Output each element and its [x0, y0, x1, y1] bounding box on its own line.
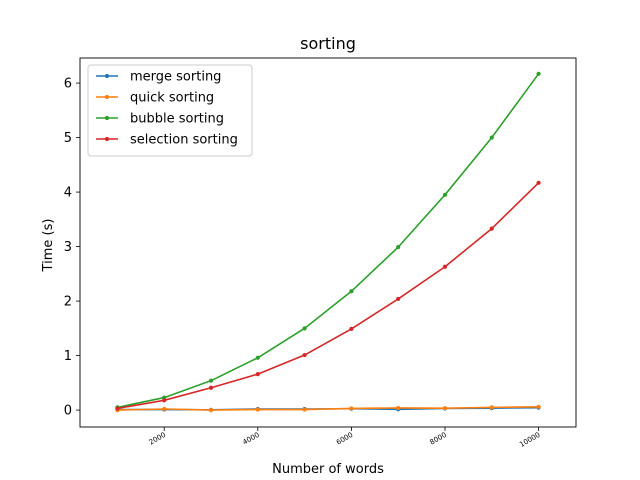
legend-item-0: merge sorting	[96, 70, 221, 85]
data-point-1-4	[302, 407, 307, 412]
data-point-3-5	[349, 326, 354, 331]
legend-item-1: quick sorting	[96, 91, 214, 106]
data-point-2-7	[442, 192, 448, 197]
legend-item-2: bubble sorting	[96, 112, 224, 127]
series-line-1	[117, 406, 539, 411]
y-tick-label: 5	[64, 131, 72, 146]
legend-label: selection sorting	[130, 133, 238, 148]
chart-title: sorting	[300, 34, 356, 53]
data-point-3-7	[442, 264, 448, 269]
data-point-1-6	[396, 405, 401, 411]
y-tick-label: 0	[64, 404, 72, 419]
legend-marker	[104, 136, 110, 142]
series-line-3	[117, 182, 540, 410]
data-point-1-3	[255, 407, 260, 412]
series-3	[115, 180, 541, 411]
data-point-1-7	[442, 406, 448, 411]
data-point-2-5	[349, 289, 354, 294]
y-tick-label: 2	[64, 295, 72, 310]
data-point-2-8	[489, 135, 494, 140]
data-point-3-4	[302, 352, 307, 358]
data-point-3-3	[255, 372, 260, 377]
y-tick-label: 1	[64, 349, 72, 364]
data-point-2-3	[255, 355, 260, 360]
data-point-3-1	[162, 398, 167, 403]
legend-marker	[104, 73, 110, 79]
legend-marker	[104, 94, 110, 100]
legend-label: bubble sorting	[130, 112, 224, 127]
data-point-2-2	[208, 378, 214, 383]
legend-marker	[104, 115, 110, 121]
data-point-3-9	[536, 180, 541, 185]
data-point-2-4	[302, 326, 307, 331]
legend-label: merge sorting	[130, 70, 221, 85]
data-point-1-1	[162, 406, 167, 412]
legend-item-3: selection sorting	[96, 133, 238, 148]
legend-label: quick sorting	[130, 91, 214, 106]
data-point-1-2	[208, 408, 214, 413]
series-line-2	[117, 73, 540, 409]
data-point-2-9	[536, 71, 541, 76]
legend: merge sorting quick sorting bubble sorting…	[87, 64, 253, 157]
data-point-2-6	[396, 245, 401, 250]
y-tick-label: 6	[64, 77, 72, 92]
data-point-3-8	[489, 226, 494, 231]
data-point-3-6	[396, 296, 401, 302]
data-point-1-9	[536, 404, 541, 409]
y-axis-title: Time (s)	[41, 219, 56, 273]
data-point-1-5	[349, 406, 354, 411]
data-point-3-2	[208, 385, 214, 390]
data-point-3-0	[115, 406, 120, 411]
y-tick-label: 4	[64, 186, 72, 201]
x-axis-title: Number of words	[272, 462, 384, 477]
data-point-1-8	[489, 405, 494, 410]
y-tick-label: 3	[64, 240, 72, 255]
plot-area	[115, 71, 541, 413]
legend-box	[87, 64, 253, 157]
plot-frame	[79, 57, 577, 428]
